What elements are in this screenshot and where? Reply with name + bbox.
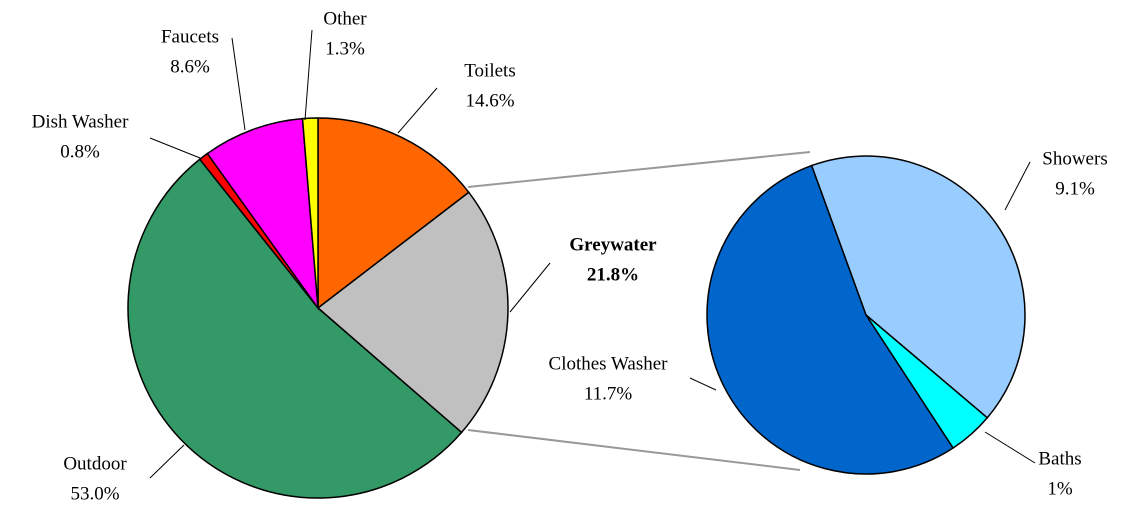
slice-value-label: 9.1% [1055, 178, 1095, 199]
pie-slice [810, 155, 1026, 419]
slice-label: Other [323, 8, 367, 29]
pie-slice [706, 164, 955, 475]
pie-slice [127, 158, 463, 499]
slice-value-label: 53.0% [70, 483, 119, 504]
pie-slice [316, 191, 509, 434]
leader-line [984, 431, 1036, 464]
slice-value-label: 11.7% [584, 383, 633, 404]
leader-line [397, 87, 438, 134]
pie-slice [301, 117, 319, 309]
pie-slice [206, 117, 319, 311]
slice-value-label: 0.8% [60, 141, 100, 162]
slice-value-label: 1.3% [325, 38, 365, 59]
slice-value-label: 8.6% [170, 56, 210, 77]
leader-line [149, 137, 201, 159]
slice-label: Outdoor [63, 453, 127, 474]
slice-label: Baths [1038, 448, 1081, 469]
leader-line [231, 37, 246, 131]
slice-label: Greywater [569, 234, 657, 255]
slice-label: Dish Washer [32, 111, 129, 132]
slice-value-label: 1% [1047, 478, 1073, 499]
leader-line [149, 444, 185, 479]
leader-line [689, 377, 717, 391]
leader-line [1004, 161, 1031, 211]
slice-label: Showers [1042, 148, 1107, 169]
leader-line [304, 29, 313, 121]
leader-line [509, 262, 551, 313]
connector-line [467, 429, 801, 471]
slice-label: Toilets [464, 60, 515, 81]
slice-value-label: 14.6% [465, 90, 514, 111]
slice-label: Faucets [161, 26, 219, 47]
slice-value-label: 21.8% [587, 264, 639, 285]
connector-line [467, 151, 811, 188]
pie-slice [317, 117, 470, 310]
slice-label: Clothes Washer [549, 353, 669, 374]
